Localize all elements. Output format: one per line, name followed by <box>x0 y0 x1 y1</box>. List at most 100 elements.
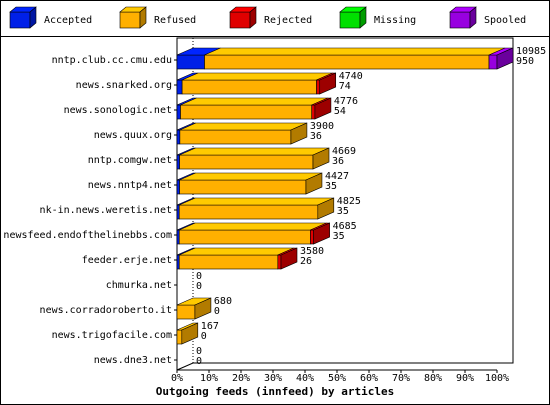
legend-swatch <box>449 11 471 29</box>
bar-segment-top <box>204 47 506 56</box>
legend-swatch-side <box>139 6 147 29</box>
bar-segment <box>176 154 180 170</box>
bar-segment <box>176 229 180 245</box>
offered-label: 0 <box>196 271 202 282</box>
offered-label: 3900 <box>310 121 334 132</box>
bar-segment <box>176 254 180 270</box>
y-tick-label: nntp.club.cc.cmu.edu <box>52 55 172 66</box>
bar-side <box>319 72 337 95</box>
legend-swatch <box>229 11 251 29</box>
bar-segment <box>176 304 196 320</box>
legend-label: Accepted <box>44 15 92 26</box>
accepted-label: 0 <box>214 306 220 317</box>
bar-segment <box>176 129 181 145</box>
offered-label: 3580 <box>300 246 324 257</box>
x-tick-label: 70% <box>392 373 410 384</box>
accepted-label: 950 <box>516 56 534 67</box>
x-tick-label: 60% <box>360 373 378 384</box>
bar-segment <box>204 54 490 70</box>
x-tick-label: 50% <box>328 373 346 384</box>
x-tick-label: 20% <box>232 373 250 384</box>
legend-swatch <box>119 11 141 29</box>
bar-segment-top <box>179 222 327 231</box>
bar-segment-top <box>180 97 328 106</box>
bar-segment <box>179 154 314 170</box>
legend-label: Spooled <box>484 15 526 26</box>
legend-swatch <box>9 11 31 29</box>
offered-label: 167 <box>201 321 219 332</box>
offered-label: 4825 <box>337 196 361 207</box>
bar-segment <box>178 229 311 245</box>
legend-label: Refused <box>154 15 196 26</box>
bar-side <box>314 97 332 120</box>
accepted-label: 0 <box>201 331 207 342</box>
offered-label: 4685 <box>333 221 357 232</box>
bar-segment <box>488 54 498 70</box>
bar-segment <box>178 204 319 220</box>
bar-segment <box>176 179 180 195</box>
accepted-label: 0 <box>196 356 202 367</box>
y-tick-label: nntp.comgw.net <box>88 155 172 166</box>
legend-label: Missing <box>374 15 416 26</box>
legend-swatch-side <box>249 6 257 29</box>
bar-side <box>305 172 323 195</box>
accepted-label: 36 <box>332 156 344 167</box>
chart-title: Outgoing feeds (innfeed) by articles <box>156 385 394 398</box>
bar-segment <box>316 79 321 95</box>
bar-segment <box>176 204 180 220</box>
bar-segment-top <box>179 197 334 206</box>
accepted-label: 35 <box>337 206 349 217</box>
y-tick-label: news.quux.org <box>94 130 172 141</box>
y-tick-label: news.snarked.org <box>76 80 172 91</box>
accepted-label: 74 <box>339 81 351 92</box>
bar-segment <box>181 79 317 95</box>
bar-segment-top <box>181 72 333 81</box>
bar-segment <box>176 104 181 120</box>
bar-side <box>313 222 330 245</box>
legend-swatch-side <box>359 6 367 29</box>
offered-label: 680 <box>214 296 232 307</box>
y-tick-label: news.dne3.net <box>94 355 172 366</box>
bar-side <box>496 47 514 70</box>
bar-segment <box>311 104 316 120</box>
y-tick-label: feeder.erje.net <box>82 255 172 266</box>
bar-segment <box>277 254 282 270</box>
accepted-label: 26 <box>300 256 312 267</box>
accepted-label: 35 <box>333 231 345 242</box>
offered-label: 10985 <box>516 46 546 57</box>
accepted-label: 35 <box>325 181 337 192</box>
bar-segment <box>176 54 205 70</box>
x-tick-label: 80% <box>424 373 442 384</box>
bar-side <box>317 197 335 220</box>
bar-segment-top <box>179 247 294 256</box>
offered-label: 4740 <box>339 71 363 82</box>
legend-swatch <box>339 11 361 29</box>
bar-segment-top <box>179 172 323 181</box>
offered-label: 0 <box>196 346 202 357</box>
bar-segment-top <box>179 147 330 156</box>
y-tick-label: news.trigofacile.com <box>52 330 172 341</box>
y-tick-label: nk-in.news.weretis.net <box>40 205 172 216</box>
bar-segment <box>178 254 279 270</box>
x-tick-label: 40% <box>296 373 314 384</box>
bar-segment <box>179 179 307 195</box>
y-tick-label: news.nntp4.net <box>88 180 172 191</box>
y-tick-label: news.corradoroberto.it <box>40 305 172 316</box>
legend-swatch-side <box>29 6 37 29</box>
x-tick-label: 30% <box>264 373 282 384</box>
bar-segment <box>310 229 314 245</box>
bar-side <box>194 297 212 320</box>
legend-label: Rejected <box>264 15 312 26</box>
accepted-label: 36 <box>310 131 322 142</box>
offered-label: 4427 <box>325 171 349 182</box>
accepted-label: 0 <box>196 281 202 292</box>
bar-side <box>280 247 298 270</box>
bar-segment-top <box>179 122 308 131</box>
y-tick-label: newsfeed.endofthelinebbs.com <box>3 230 172 241</box>
legend-swatch-side <box>469 6 477 29</box>
x-tick-label: 90% <box>456 373 474 384</box>
offered-label: 4669 <box>332 146 356 157</box>
bar-segment <box>180 104 313 120</box>
x-tick-label: 10% <box>200 373 218 384</box>
